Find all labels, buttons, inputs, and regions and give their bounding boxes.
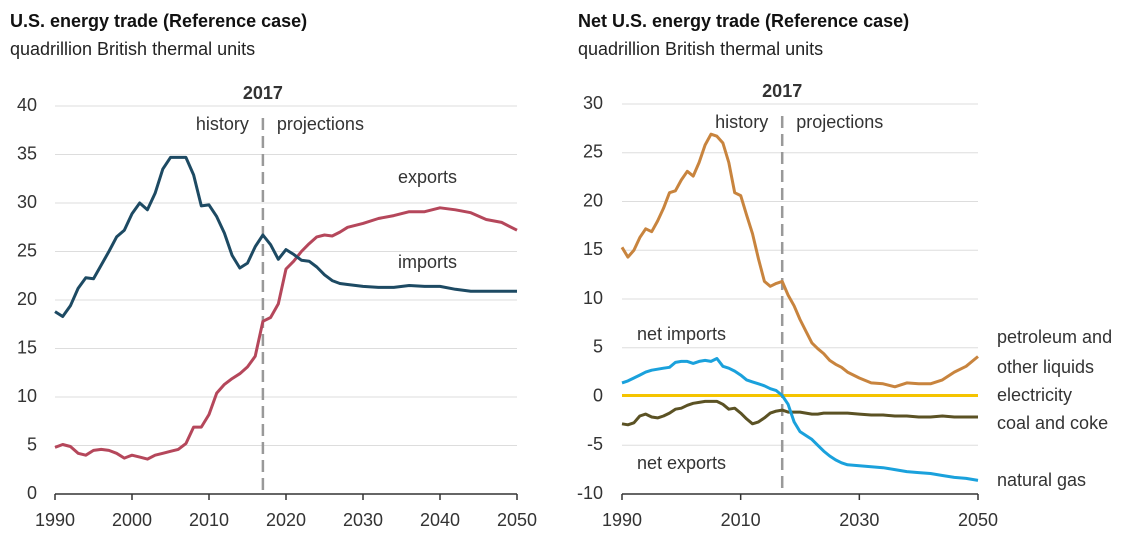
y-tick-label: 15 [583, 239, 603, 259]
y-tick-label: 0 [593, 385, 603, 405]
history-label: history [196, 114, 249, 134]
x-tick-label: 2030 [343, 510, 383, 530]
x-tick-label: 2050 [497, 510, 537, 530]
history-label: history [715, 112, 768, 132]
y-tick-label: 20 [583, 190, 603, 210]
y-tick-label: 5 [593, 337, 603, 357]
divider-label: 2017 [243, 83, 283, 103]
x-tick-label: 2040 [420, 510, 460, 530]
y-tick-label: 10 [17, 386, 37, 406]
x-tick-label: 2000 [112, 510, 152, 530]
projections-label: projections [796, 112, 883, 132]
y-tick-label: 30 [583, 93, 603, 113]
x-tick-label: 1990 [35, 510, 75, 530]
chart-subtitle: quadrillion British thermal units [10, 39, 255, 59]
y-tick-label: -10 [577, 483, 603, 503]
series-label: coal and coke [997, 413, 1108, 433]
divider-label: 2017 [762, 81, 802, 101]
x-tick-label: 2030 [839, 510, 879, 530]
x-tick-label: 1990 [602, 510, 642, 530]
chart-subtitle: quadrillion British thermal units [578, 39, 823, 59]
y-tick-label: 30 [17, 192, 37, 212]
series-label: natural gas [997, 470, 1086, 490]
y-tick-label: 40 [17, 95, 37, 115]
series-line [54, 206, 518, 461]
series-label: imports [398, 252, 457, 272]
x-tick-label: 2020 [266, 510, 306, 530]
series-label: electricity [997, 385, 1072, 405]
annotation: net exports [637, 453, 726, 473]
series-line [621, 357, 979, 482]
y-tick-label: 0 [27, 483, 37, 503]
y-tick-label: 5 [27, 434, 37, 454]
chart-title: U.S. energy trade (Reference case) [10, 11, 307, 31]
annotation: net imports [637, 324, 726, 344]
projections-label: projections [277, 114, 364, 134]
y-tick-label: 20 [17, 289, 37, 309]
series-label: exports [398, 167, 457, 187]
y-tick-label: 25 [583, 142, 603, 162]
y-tick-label: 15 [17, 337, 37, 357]
series-label: petroleum and other liquids [997, 327, 1112, 377]
series-line [621, 399, 978, 427]
x-tick-label: 2010 [189, 510, 229, 530]
series-line [620, 132, 979, 389]
y-tick-label: 10 [583, 288, 603, 308]
y-tick-label: 35 [17, 143, 37, 163]
chart-title: Net U.S. energy trade (Reference case) [578, 11, 909, 31]
y-tick-label: 25 [17, 240, 37, 260]
series-line [54, 155, 517, 318]
x-tick-label: 2010 [721, 510, 761, 530]
y-tick-label: -5 [587, 434, 603, 454]
x-tick-label: 2050 [958, 510, 998, 530]
